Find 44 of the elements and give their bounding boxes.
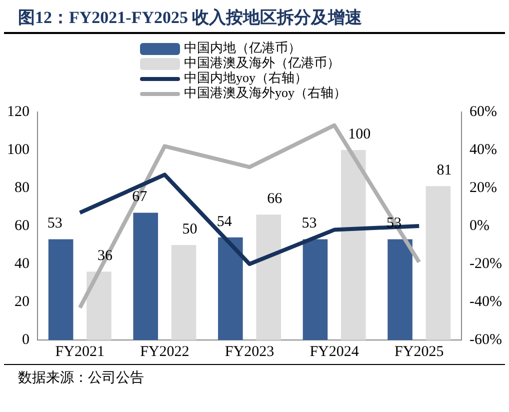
bar: [426, 186, 451, 340]
y2-tick-label: 60%: [470, 104, 498, 120]
y-tick-label: 120: [7, 104, 30, 120]
legend-label: 中国内地（亿港币）: [184, 40, 301, 55]
bar: [302, 239, 328, 340]
data-label: 66: [267, 191, 283, 208]
x-tick-label: FY2023: [224, 344, 274, 360]
y-tick-label: 60: [14, 218, 30, 234]
x-tick-label: FY2021: [55, 344, 104, 360]
bar: [86, 272, 112, 340]
y-tick-label: 100: [7, 142, 30, 158]
y-tick-label: 80: [14, 180, 30, 196]
bar: [256, 214, 281, 340]
y-tick-label: 0: [22, 332, 30, 348]
bar: [171, 245, 196, 340]
y2-tick-label: 0%: [470, 218, 490, 234]
y2-tick-label: 20%: [470, 180, 498, 196]
source-note: 数据来源：公司公告: [4, 364, 505, 388]
bar: [388, 239, 412, 340]
y-tick-label: 40: [14, 256, 30, 272]
y2-tick-label: 40%: [470, 142, 498, 158]
legend-label: 中国港澳及海外yoy（右轴）: [184, 85, 346, 100]
x-tick-label: FY2024: [310, 344, 360, 360]
data-label: 100: [348, 126, 371, 142]
bar: [48, 239, 74, 340]
y-tick-label: 20: [14, 294, 30, 310]
y2-tick-label: -40%: [470, 294, 502, 310]
chart-title: 图12：FY2021-FY2025 收入按地区拆分及增速: [4, 0, 505, 34]
data-label: 50: [182, 221, 198, 238]
data-label: 36: [97, 248, 113, 264]
bar: [133, 212, 158, 340]
x-tick-label: FY2022: [140, 344, 190, 360]
data-label: 67: [132, 189, 148, 206]
data-label: 53: [47, 216, 62, 232]
bar: [218, 237, 243, 340]
bar: [340, 150, 366, 340]
x-tick-label: FY2025: [394, 344, 444, 360]
data-label: 54: [216, 214, 232, 230]
legend-label: 中国内地yoy（右轴）: [184, 70, 308, 86]
y2-tick-label: -20%: [470, 256, 502, 272]
y2-tick-label: -60%: [470, 332, 502, 348]
data-label: 81: [436, 162, 452, 179]
data-label: 53: [302, 216, 317, 232]
legend-label: 中国港澳及海外（亿港币）: [184, 55, 340, 70]
